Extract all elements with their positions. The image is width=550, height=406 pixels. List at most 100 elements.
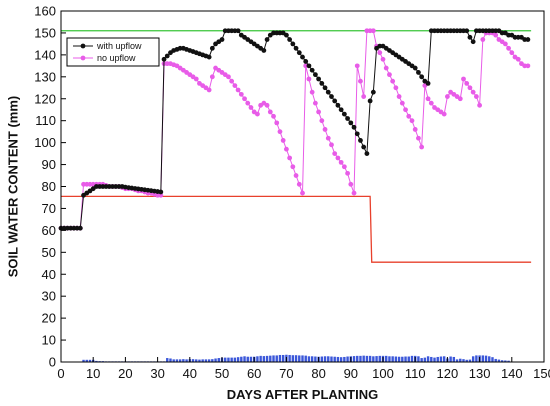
data-point — [480, 37, 486, 42]
data-point — [338, 107, 344, 113]
data-point — [464, 28, 470, 34]
y-tick-label: 140 — [34, 47, 56, 62]
bars-layer — [82, 354, 510, 362]
bar — [362, 355, 365, 362]
bar — [420, 358, 423, 362]
x-axis-title: DAYS AFTER PLANTING — [227, 387, 378, 402]
bar — [185, 359, 188, 362]
bar — [471, 356, 475, 362]
data-point — [387, 72, 392, 78]
legend-label: with upflow — [96, 41, 142, 51]
bar — [462, 359, 465, 362]
y-tick-label: 50 — [42, 245, 56, 260]
data-point — [464, 80, 470, 86]
data-point — [403, 107, 408, 113]
bar — [249, 356, 253, 362]
y-tick-label: 80 — [42, 179, 56, 194]
y-tick-label: 100 — [34, 135, 56, 150]
bar — [314, 356, 317, 362]
data-point — [409, 118, 415, 124]
x-tick-label: 130 — [469, 366, 491, 381]
bar — [394, 356, 398, 362]
bar — [404, 356, 407, 362]
bar — [230, 357, 233, 362]
x-tick-label: 150 — [533, 366, 550, 381]
bar — [265, 355, 269, 362]
bar — [88, 359, 92, 362]
bar — [385, 355, 388, 362]
data-point — [354, 63, 360, 69]
y-tick-label: 130 — [34, 69, 56, 84]
data-point — [306, 63, 312, 69]
data-point — [158, 192, 164, 198]
data-point — [280, 138, 286, 143]
bar — [304, 355, 307, 362]
data-point — [390, 78, 396, 84]
data-point — [238, 91, 244, 97]
data-point — [322, 127, 328, 132]
data-point — [206, 87, 212, 93]
bar — [388, 356, 391, 362]
bar — [178, 359, 182, 362]
x-tick-label: 70 — [279, 366, 293, 381]
data-point — [332, 151, 338, 156]
y-tick-label: 160 — [34, 4, 56, 19]
data-point — [416, 135, 421, 141]
bar — [439, 356, 443, 362]
bar — [204, 359, 208, 362]
data-point — [335, 102, 341, 108]
data-point — [319, 118, 325, 124]
series-layer — [58, 28, 531, 231]
bar — [310, 356, 314, 362]
data-point — [300, 190, 305, 196]
bar — [500, 360, 504, 362]
bar — [224, 357, 227, 362]
data-point — [393, 85, 399, 91]
y-tick-label: 0 — [49, 355, 56, 370]
data-point — [287, 37, 293, 42]
data-point — [312, 100, 318, 106]
data-point — [477, 102, 482, 108]
bar — [272, 355, 275, 362]
data-point — [470, 39, 476, 45]
data-point — [457, 96, 463, 102]
bar — [497, 359, 501, 362]
data-point — [293, 173, 299, 178]
data-point — [351, 124, 357, 130]
data-point — [248, 105, 254, 110]
data-point — [358, 78, 363, 84]
data-point — [219, 37, 225, 42]
data-point — [348, 181, 354, 187]
data-point — [245, 100, 251, 106]
data-point — [364, 151, 370, 156]
data-point — [242, 96, 247, 102]
x-tick-label: 90 — [344, 366, 358, 381]
data-point — [473, 94, 479, 99]
bar — [372, 356, 375, 362]
data-point — [383, 65, 389, 71]
data-point — [416, 70, 421, 75]
data-point — [399, 100, 405, 106]
data-point — [319, 80, 325, 86]
bar — [368, 355, 372, 362]
data-point — [209, 45, 215, 51]
data-point — [209, 74, 215, 80]
bar — [433, 357, 436, 362]
data-point — [309, 89, 315, 95]
bar — [182, 359, 185, 362]
bar — [246, 356, 249, 362]
bar — [217, 358, 220, 362]
data-point — [229, 78, 235, 84]
bar — [82, 359, 85, 362]
bar — [352, 356, 356, 362]
bar — [484, 355, 488, 362]
threshold-line — [61, 195, 532, 263]
data-point — [312, 72, 318, 78]
data-point — [509, 50, 515, 56]
data-point — [525, 63, 531, 69]
data-point — [235, 28, 241, 34]
data-point — [441, 111, 447, 117]
bar — [401, 356, 404, 362]
data-point — [325, 135, 331, 141]
bar — [288, 354, 291, 362]
